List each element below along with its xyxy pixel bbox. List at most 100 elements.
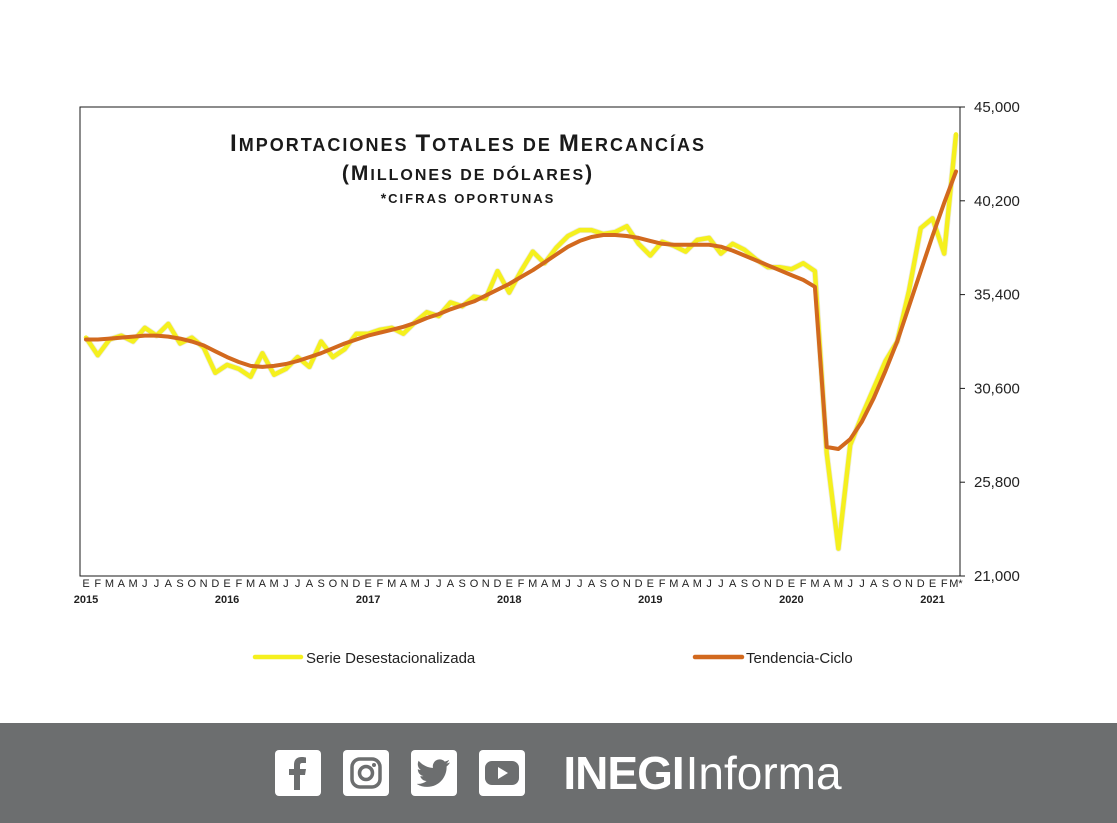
- y-tick-label: 40,200: [974, 193, 1020, 210]
- x-tick-label: A: [588, 578, 596, 590]
- x-tick-label: F: [235, 578, 242, 590]
- x-tick-label: S: [741, 578, 748, 590]
- x-year-label: 2015: [74, 594, 98, 606]
- x-tick-label: E: [506, 578, 513, 590]
- x-tick-label: M: [246, 578, 255, 590]
- chart: IMPORTACIONES TOTALES DE MERCANCÍAS (MILL…: [74, 99, 1020, 667]
- x-tick-label: J: [859, 578, 865, 590]
- x-tick-label: N: [905, 578, 913, 590]
- x-tick-label: O: [893, 578, 902, 590]
- chart-title: IMPORTACIONES TOTALES DE MERCANCÍAS (MILL…: [230, 130, 706, 206]
- x-tick-label: F: [94, 578, 101, 590]
- x-tick-label: O: [752, 578, 761, 590]
- series-line-serie-desestacionalizada: [83, 132, 959, 551]
- x-tick-label: A: [447, 578, 455, 590]
- series-line-tendencia-ciclo: [84, 169, 958, 451]
- x-tick-label: M: [128, 578, 137, 590]
- x-tick-label: O: [470, 578, 479, 590]
- plot-area-frame: [79, 106, 961, 577]
- x-tick-label: O: [188, 578, 197, 590]
- x-tick-label: S: [600, 578, 607, 590]
- twitter-icon[interactable]: [411, 750, 458, 796]
- y-axis-ticks: 45,000 40,200 35,400 30,600 25,800 21,000: [960, 99, 1020, 585]
- x-tick-label: F: [941, 578, 948, 590]
- x-tick-label: J: [706, 578, 712, 590]
- x-tick-label: M: [810, 578, 819, 590]
- legend-label: Serie Desestacionalizada: [306, 650, 476, 667]
- x-tick-label: O: [611, 578, 620, 590]
- footer-bar: INEGI Informa: [0, 723, 1117, 823]
- x-tick-label: M: [411, 578, 420, 590]
- x-tick-label: E: [929, 578, 936, 590]
- x-tick-label: J: [718, 578, 724, 590]
- x-tick-label: S: [459, 578, 466, 590]
- x-tick-label: J: [847, 578, 853, 590]
- x-year-label: 2020: [779, 594, 803, 606]
- x-tick-label: J: [283, 578, 289, 590]
- x-year-label: 2018: [497, 594, 521, 606]
- x-tick-label: M: [693, 578, 702, 590]
- x-year-label: 2019: [638, 594, 662, 606]
- y-tick-label: 45,000: [974, 99, 1020, 116]
- x-tick-label: N: [200, 578, 208, 590]
- x-tick-label: E: [82, 578, 89, 590]
- x-tick-label: J: [436, 578, 442, 590]
- youtube-icon[interactable]: [479, 750, 526, 796]
- x-tick-label: S: [176, 578, 183, 590]
- x-tick-label: A: [306, 578, 314, 590]
- x-tick-label: D: [211, 578, 219, 590]
- x-tick-label: M: [669, 578, 678, 590]
- x-tick-label: M*: [949, 578, 963, 590]
- x-tick-label: A: [400, 578, 408, 590]
- y-tick-label: 30,600: [974, 380, 1020, 397]
- x-tick-label: A: [259, 578, 267, 590]
- chart-title-line-3: *CIFRAS OPORTUNAS: [381, 190, 556, 206]
- brand-light-text: Informa: [685, 747, 842, 799]
- x-tick-label: N: [341, 578, 349, 590]
- legend: Serie Desestacionalizada Tendencia-Ciclo: [252, 650, 853, 667]
- x-tick-label: J: [577, 578, 583, 590]
- x-tick-label: M: [387, 578, 396, 590]
- y-tick-label: 21,000: [974, 568, 1020, 585]
- x-tick-label: M: [270, 578, 279, 590]
- x-tick-label: E: [223, 578, 230, 590]
- instagram-icon[interactable]: [343, 750, 390, 796]
- x-tick-label: A: [682, 578, 690, 590]
- x-tick-label: N: [764, 578, 772, 590]
- x-tick-label: J: [565, 578, 571, 590]
- x-tick-label: D: [917, 578, 925, 590]
- chart-title-line-2: (MILLONES DE DÓLARES): [342, 162, 594, 185]
- x-tick-label: F: [659, 578, 666, 590]
- x-tick-label: D: [494, 578, 502, 590]
- x-tick-label: S: [882, 578, 889, 590]
- x-tick-label: A: [870, 578, 878, 590]
- x-tick-label: D: [776, 578, 784, 590]
- inegi-informa-logo: INEGI Informa: [563, 750, 841, 796]
- x-tick-label: E: [364, 578, 371, 590]
- chart-title-line-1: IMPORTACIONES TOTALES DE MERCANCÍAS: [230, 130, 706, 157]
- y-tick-label: 35,400: [974, 287, 1020, 304]
- x-tick-label: S: [317, 578, 324, 590]
- x-tick-label: E: [788, 578, 795, 590]
- series-group: [83, 132, 959, 552]
- facebook-icon[interactable]: [275, 750, 322, 796]
- x-tick-label: F: [800, 578, 807, 590]
- legend-label: Tendencia-Ciclo: [746, 650, 853, 667]
- x-tick-label: F: [377, 578, 384, 590]
- x-tick-label: M: [834, 578, 843, 590]
- x-year-label: 2017: [356, 594, 380, 606]
- x-tick-label: M: [105, 578, 114, 590]
- x-tick-label: D: [635, 578, 643, 590]
- x-tick-label: A: [165, 578, 173, 590]
- x-year-label: 2021: [920, 594, 944, 606]
- x-tick-label: A: [118, 578, 126, 590]
- x-tick-label: J: [424, 578, 430, 590]
- x-tick-label: N: [482, 578, 490, 590]
- x-tick-label: F: [518, 578, 525, 590]
- x-tick-label: E: [647, 578, 654, 590]
- x-tick-label: A: [541, 578, 549, 590]
- x-tick-label: A: [729, 578, 737, 590]
- x-tick-label: J: [295, 578, 301, 590]
- brand-bold-text: INEGI: [563, 747, 684, 799]
